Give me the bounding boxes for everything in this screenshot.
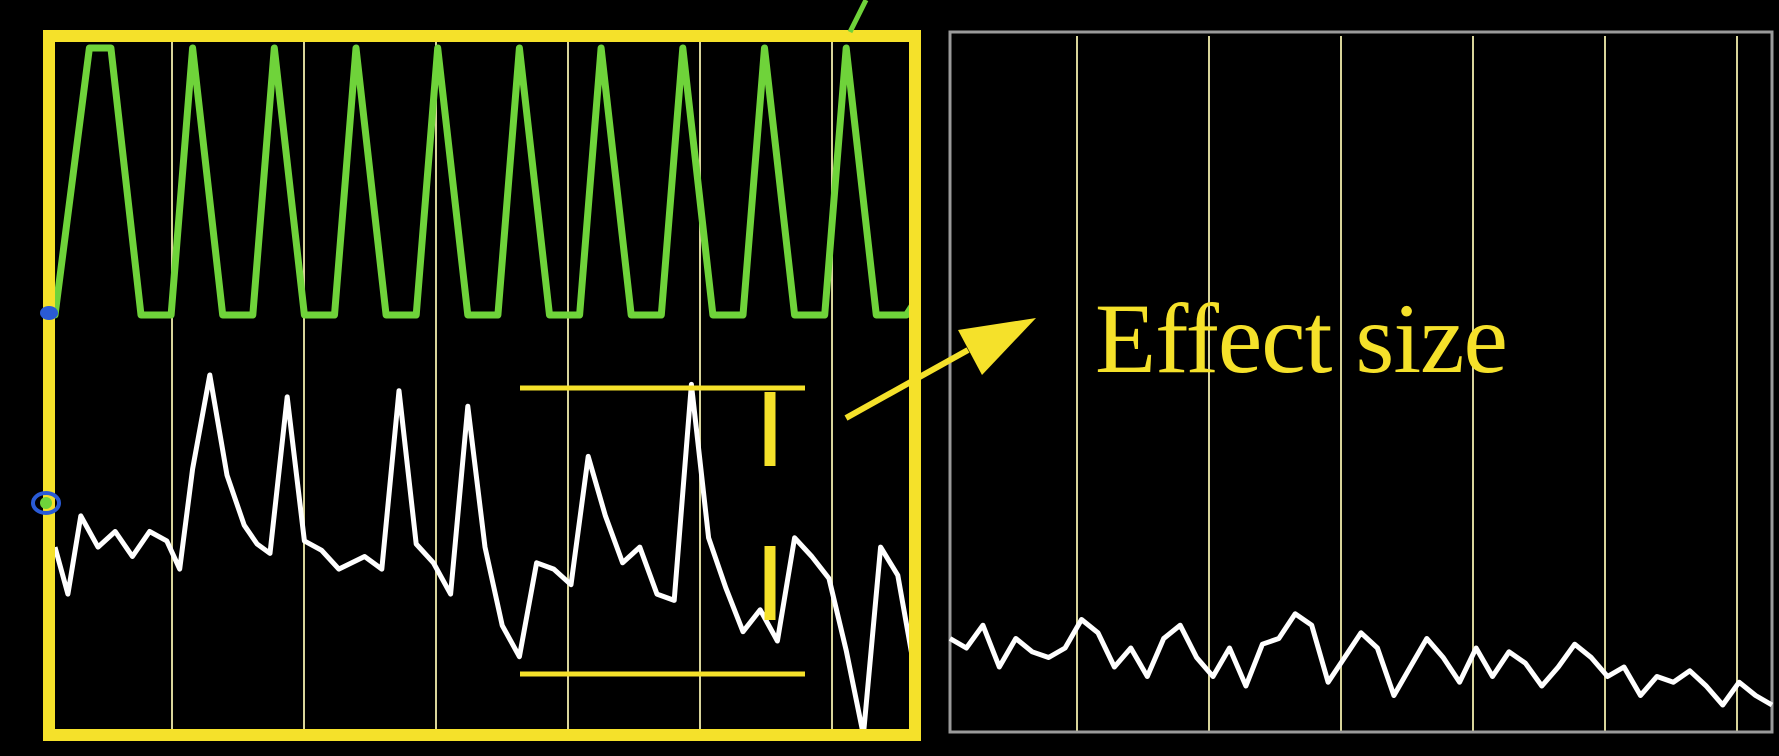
reference-channel-marker bbox=[40, 306, 58, 320]
signal-trace-right bbox=[948, 611, 1774, 708]
channel-markers bbox=[31, 306, 61, 515]
reference-overflow-tick bbox=[847, 0, 869, 34]
gridlines bbox=[171, 36, 1738, 732]
effect-size-bracket bbox=[520, 385, 805, 677]
effect-size-arrow bbox=[844, 318, 1036, 421]
right-panel-frame bbox=[948, 30, 1774, 734]
highlight-frame bbox=[43, 30, 921, 741]
arrow-head bbox=[958, 318, 1036, 375]
signal-channel-marker bbox=[31, 491, 61, 515]
effect-size-label: Effect size bbox=[1095, 283, 1507, 394]
reference-trace bbox=[51, 44, 919, 319]
signal-channel-marker-dot bbox=[40, 497, 52, 509]
signal-trace-highlighted bbox=[52, 372, 918, 738]
arrow-shaft bbox=[844, 347, 970, 421]
